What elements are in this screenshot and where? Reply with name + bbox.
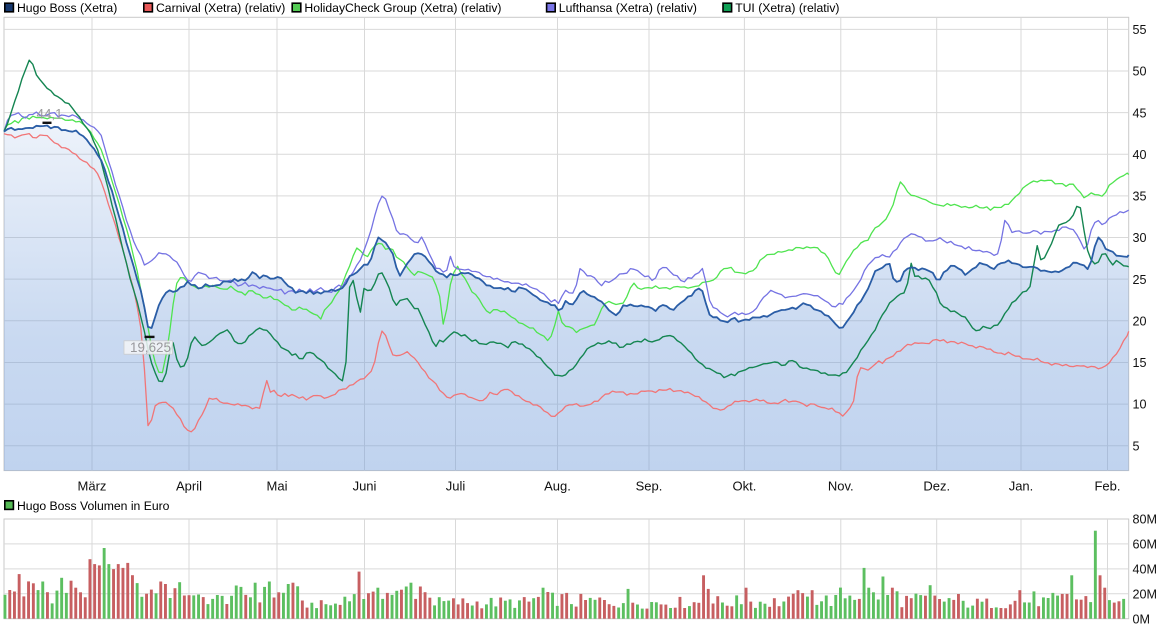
svg-text:Lufthansa (Xetra) (relativ): Lufthansa (Xetra) (relativ): [559, 1, 697, 15]
svg-text:Aug.: Aug.: [544, 479, 571, 494]
svg-text:Juni: Juni: [353, 479, 377, 494]
svg-text:40M: 40M: [1133, 563, 1158, 577]
svg-text:45: 45: [1133, 106, 1147, 120]
svg-text:40: 40: [1133, 148, 1147, 162]
svg-text:Okt.: Okt.: [732, 479, 756, 494]
svg-text:Nov.: Nov.: [828, 479, 854, 494]
svg-text:20M: 20M: [1133, 587, 1158, 601]
svg-text:30: 30: [1133, 231, 1147, 245]
svg-text:Sep.: Sep.: [636, 479, 663, 494]
svg-text:Dez.: Dez.: [923, 479, 950, 494]
svg-text:Carnival (Xetra) (relativ): Carnival (Xetra) (relativ): [156, 1, 285, 15]
svg-text:80M: 80M: [1133, 513, 1158, 527]
svg-text:15: 15: [1133, 356, 1147, 370]
svg-text:HolidayCheck Group (Xetra) (re: HolidayCheck Group (Xetra) (relativ): [304, 1, 501, 15]
svg-text:Hugo Boss Volumen in Euro: Hugo Boss Volumen in Euro: [17, 499, 170, 513]
svg-text:44,1: 44,1: [37, 106, 63, 121]
svg-text:Hugo Boss (Xetra): Hugo Boss (Xetra): [17, 1, 117, 15]
svg-text:5: 5: [1133, 439, 1140, 453]
svg-text:50: 50: [1133, 65, 1147, 79]
svg-text:TUI (Xetra) (relativ): TUI (Xetra) (relativ): [735, 1, 839, 15]
svg-text:März: März: [78, 479, 107, 494]
svg-text:Mai: Mai: [267, 479, 288, 494]
svg-text:19,625: 19,625: [130, 340, 171, 355]
svg-text:35: 35: [1133, 190, 1147, 204]
svg-text:10: 10: [1133, 398, 1147, 412]
svg-text:20: 20: [1133, 314, 1147, 328]
svg-text:Jan.: Jan.: [1009, 479, 1034, 494]
svg-text:0M: 0M: [1133, 612, 1151, 626]
svg-text:Juli: Juli: [446, 479, 466, 494]
svg-text:April: April: [176, 479, 202, 494]
svg-text:60M: 60M: [1133, 538, 1158, 552]
svg-text:55: 55: [1133, 23, 1147, 37]
svg-text:25: 25: [1133, 273, 1147, 287]
svg-text:Feb.: Feb.: [1094, 479, 1120, 494]
